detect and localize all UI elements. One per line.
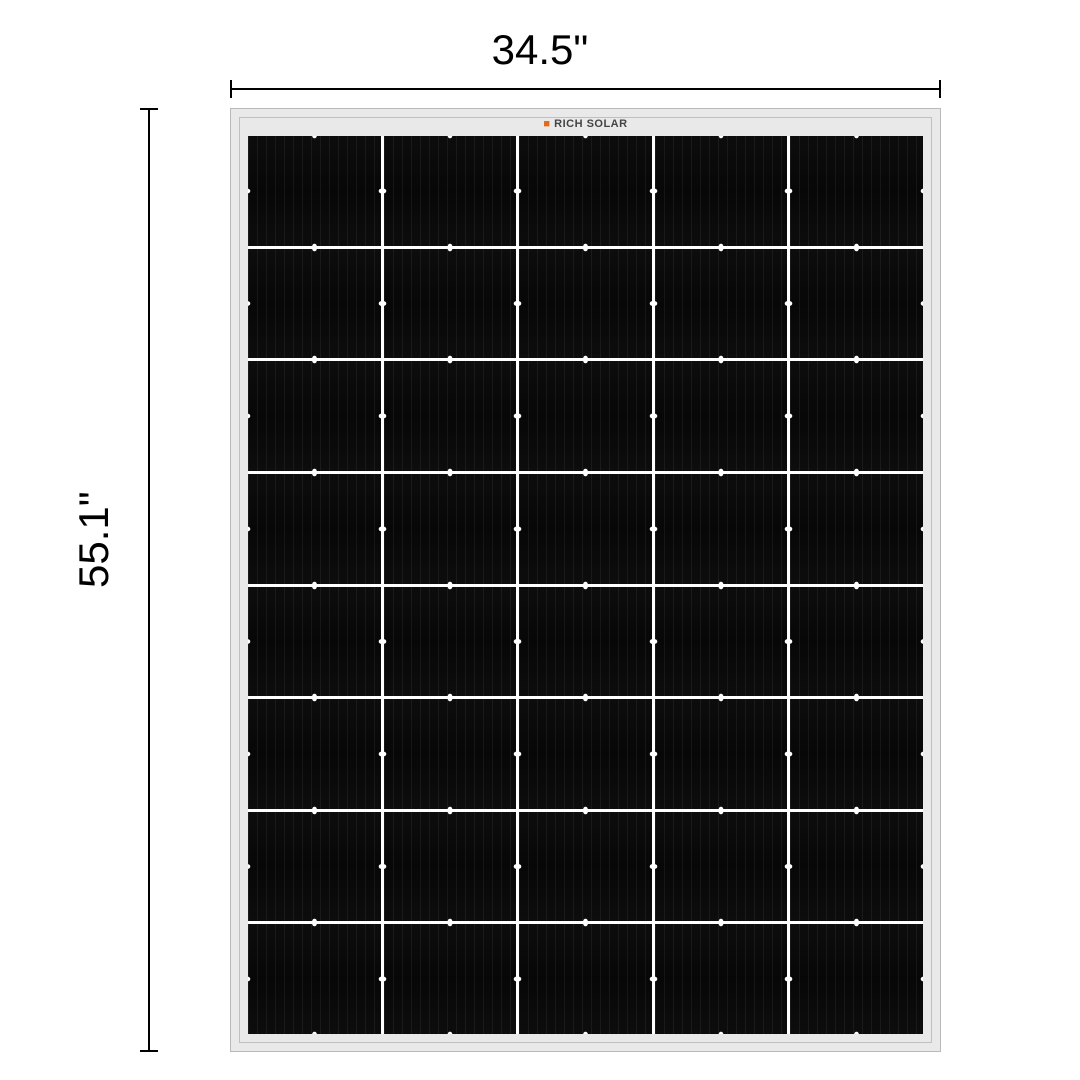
solar-cell bbox=[248, 699, 381, 809]
solar-cell bbox=[384, 924, 517, 1034]
solar-cell bbox=[519, 474, 652, 584]
brand-label: ■ RICH SOLAR bbox=[240, 118, 931, 130]
solar-cell bbox=[384, 136, 517, 246]
solar-cell bbox=[519, 924, 652, 1034]
solar-cell bbox=[248, 474, 381, 584]
solar-cell bbox=[655, 249, 788, 359]
solar-cell bbox=[655, 361, 788, 471]
solar-cell bbox=[655, 587, 788, 697]
brand-accent-icon: ■ bbox=[543, 118, 550, 130]
solar-cell bbox=[384, 812, 517, 922]
solar-cell bbox=[519, 699, 652, 809]
solar-cell bbox=[655, 924, 788, 1034]
solar-cell bbox=[655, 699, 788, 809]
solar-cell bbox=[519, 587, 652, 697]
solar-cell-grid bbox=[248, 136, 923, 1034]
solar-cell bbox=[790, 812, 923, 922]
solar-cell bbox=[384, 587, 517, 697]
height-dimension-line bbox=[140, 108, 158, 1052]
width-dimension-line bbox=[230, 80, 941, 98]
solar-cell bbox=[248, 249, 381, 359]
solar-panel: ■ RICH SOLAR bbox=[230, 108, 941, 1052]
solar-cell bbox=[790, 361, 923, 471]
solar-cell bbox=[248, 361, 381, 471]
height-dimension-label: 55.1" bbox=[70, 0, 118, 1080]
solar-cell bbox=[384, 249, 517, 359]
solar-cell bbox=[248, 587, 381, 697]
solar-cell bbox=[790, 587, 923, 697]
width-dimension-label: 34.5" bbox=[0, 26, 1080, 74]
solar-cell bbox=[655, 812, 788, 922]
solar-cell bbox=[519, 812, 652, 922]
solar-cell bbox=[519, 136, 652, 246]
solar-cell bbox=[384, 361, 517, 471]
solar-cell bbox=[248, 924, 381, 1034]
brand-text: RICH SOLAR bbox=[554, 118, 627, 130]
solar-cell bbox=[790, 924, 923, 1034]
solar-panel-inner: ■ RICH SOLAR bbox=[239, 117, 932, 1043]
solar-cell bbox=[384, 474, 517, 584]
solar-cell bbox=[248, 136, 381, 246]
solar-cell bbox=[790, 699, 923, 809]
solar-cell bbox=[790, 136, 923, 246]
solar-cell bbox=[655, 474, 788, 584]
solar-cell bbox=[384, 699, 517, 809]
solar-cell bbox=[519, 361, 652, 471]
solar-cell bbox=[655, 136, 788, 246]
solar-cell bbox=[790, 474, 923, 584]
solar-cell bbox=[519, 249, 652, 359]
solar-cell bbox=[790, 249, 923, 359]
dimension-diagram: 34.5" 55.1" ■ RICH SOLAR bbox=[0, 0, 1080, 1080]
solar-cell bbox=[248, 812, 381, 922]
